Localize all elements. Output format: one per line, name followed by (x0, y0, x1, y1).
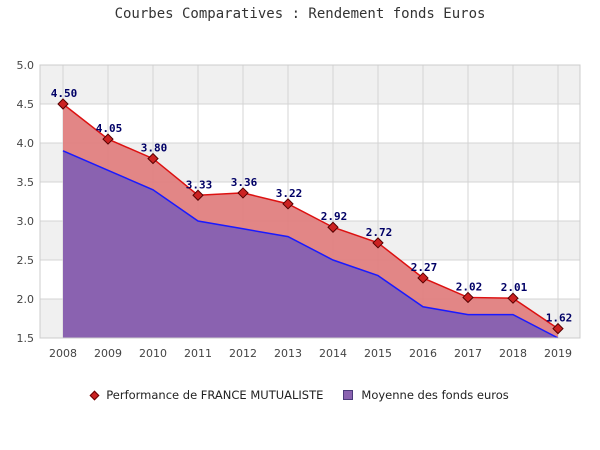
data-point-marker (552, 322, 564, 335)
diamond-marker-icon (89, 390, 100, 400)
data-label: 4.50 (51, 87, 78, 100)
plot-area: 4.504.053.803.33 3.363.222.922.722.272.02… (17, 59, 581, 360)
data-point-marker (192, 189, 204, 201)
data-point-marker (417, 272, 429, 284)
square-swatch-icon (343, 390, 354, 400)
data-label: 1.62 (546, 312, 573, 325)
y-tick-label: 1.5 (17, 332, 35, 345)
y-tick-label: 2.0 (17, 293, 35, 306)
data-label: 2.92 (321, 210, 348, 223)
data-point-marker (507, 292, 519, 304)
data-label: 2.27 (411, 261, 438, 274)
data-label: 3.36 (231, 176, 258, 189)
x-tick-label: 2018 (499, 347, 527, 360)
series-average-area (63, 150, 558, 338)
data-point-marker (282, 198, 294, 210)
x-tick-label: 2011 (184, 347, 212, 360)
data-point-marker (102, 133, 114, 145)
plot-border (39, 64, 581, 339)
data-label: 4.05 (96, 122, 123, 135)
legend-label-average: Moyenne des fonds euros (361, 388, 509, 402)
y-tick-label: 4.0 (17, 137, 35, 150)
data-point-marker (237, 187, 249, 199)
x-tick-label: 2019 (544, 347, 572, 360)
y-tick-label: 5.0 (17, 59, 35, 72)
data-point-marker (327, 221, 339, 233)
legend: Performance de FRANCE MUTUALISTE Moyenne… (0, 388, 600, 402)
y-tick-label: 3.5 (17, 176, 35, 189)
data-label: 3.33 (186, 178, 213, 191)
y-tick-label: 2.5 (17, 254, 35, 267)
data-label: 3.80 (141, 142, 168, 155)
x-tick-label: 2008 (49, 347, 77, 360)
chart-title: Courbes Comparatives : Rendement fonds E… (114, 6, 486, 22)
data-label: 2.02 (456, 280, 483, 293)
legend-item-average: Moyenne des fonds euros (343, 388, 509, 402)
x-tick-label: 2016 (409, 347, 437, 360)
y-tick-label: 4.5 (17, 98, 35, 111)
x-tick-label: 2013 (274, 347, 302, 360)
x-tick-label: 2012 (229, 347, 257, 360)
legend-item-performance: Performance de FRANCE MUTUALISTE (89, 388, 324, 402)
grid-band (40, 65, 580, 104)
x-tick-label: 2015 (364, 347, 392, 360)
series-performance-line (62, 103, 559, 330)
data-point-marker (57, 98, 69, 110)
data-label: 2.72 (366, 226, 393, 239)
data-point-marker (147, 152, 159, 165)
x-tick-label: 2017 (454, 347, 482, 360)
x-tick-label: 2009 (94, 347, 122, 360)
y-tick-label: 3.0 (17, 215, 35, 228)
x-tick-label: 2010 (139, 347, 167, 360)
data-label: 3.22 (276, 187, 303, 200)
data-point-marker (462, 291, 474, 304)
data-label: 2.01 (501, 281, 528, 294)
series-average-line (62, 150, 559, 339)
x-tick-label: 2014 (319, 347, 347, 360)
legend-label-performance: Performance de FRANCE MUTUALISTE (106, 388, 324, 402)
data-point-marker (372, 237, 384, 249)
